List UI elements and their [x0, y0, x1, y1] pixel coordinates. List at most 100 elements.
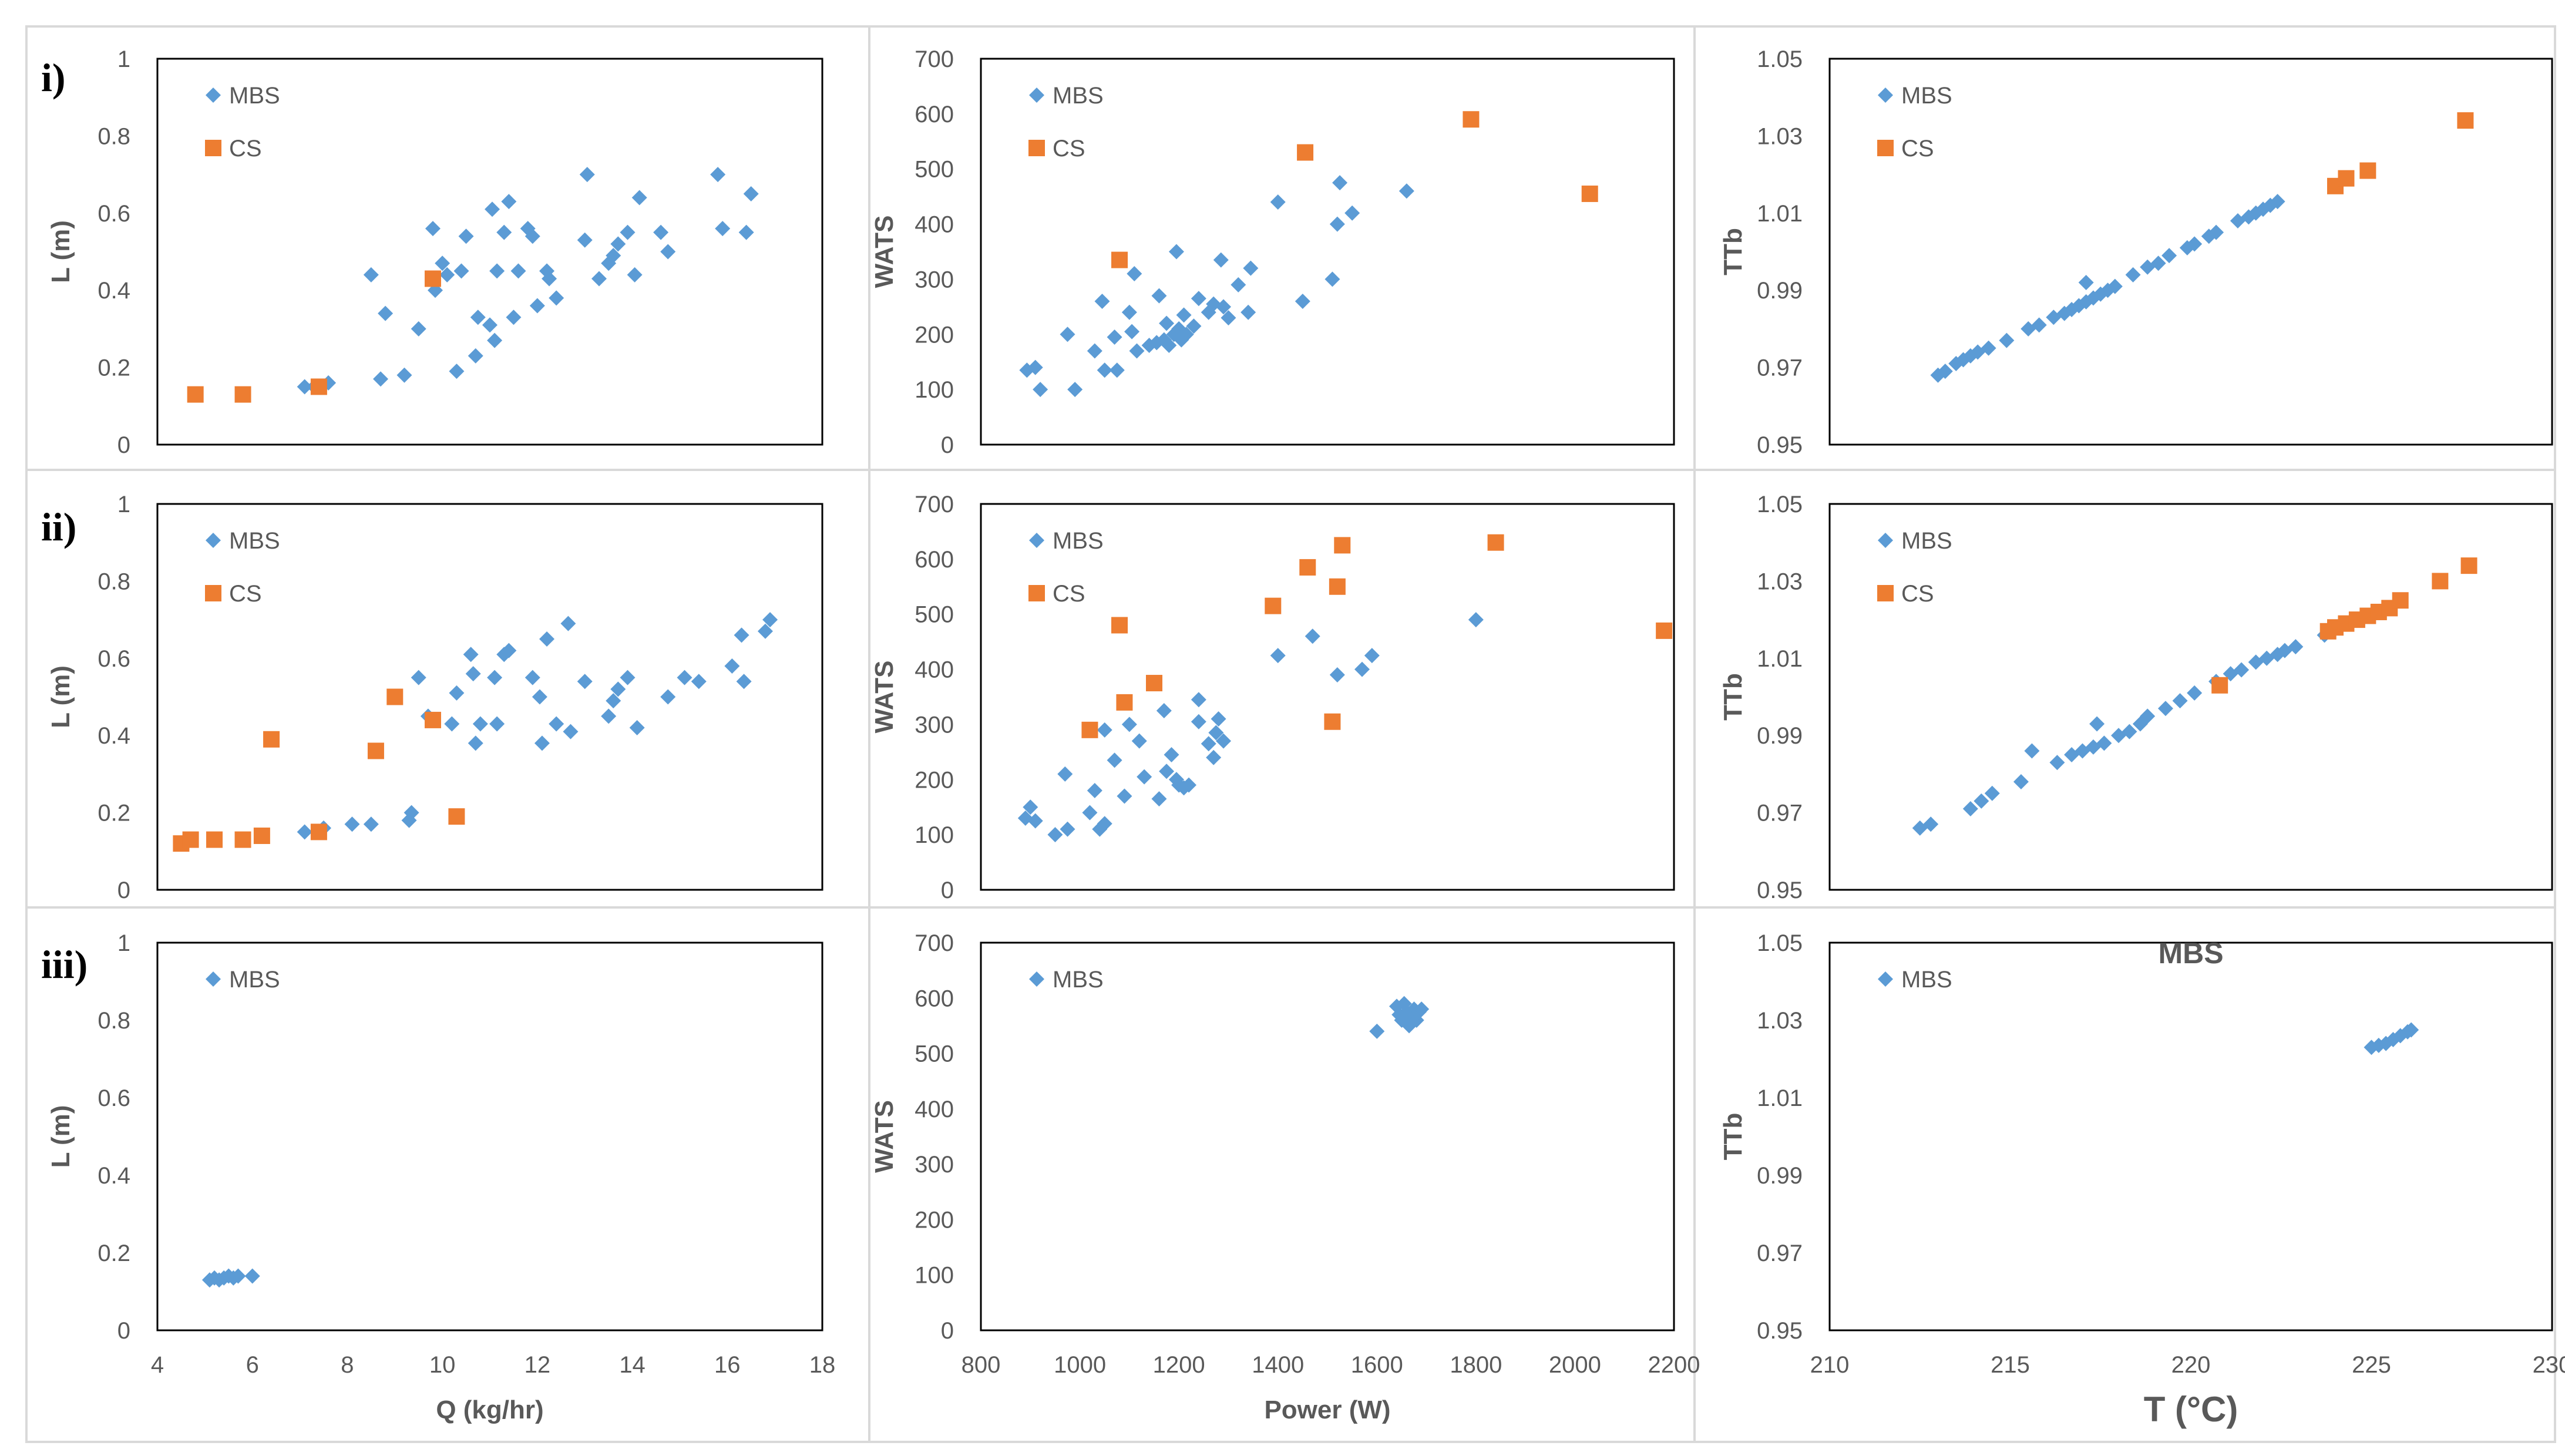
y-tick-label: 500	[915, 1041, 954, 1067]
cs-point	[1334, 537, 1351, 554]
row-label-2: ii)	[41, 505, 76, 549]
mbs-point	[363, 816, 379, 832]
mbs-point	[1137, 769, 1152, 785]
y-tick-label: 100	[915, 1263, 954, 1289]
mbs-point	[691, 674, 707, 690]
mbs-point	[1984, 785, 2000, 801]
chart-4: 0 0.2 0.4 0.6 0.8 1 L (m) MBS CS	[46, 492, 823, 903]
cs-point	[1463, 111, 1480, 128]
mbs-point	[1354, 661, 1370, 677]
mbs-point	[1206, 749, 1222, 765]
cs-point	[1329, 578, 1346, 595]
x-tick-label: 1800	[1450, 1352, 1502, 1378]
y-tick-label: 700	[915, 492, 954, 517]
mbs-point	[1305, 628, 1320, 644]
mbs-point	[1414, 1001, 1430, 1017]
mbs-point	[470, 310, 486, 325]
mbs-point	[230, 1268, 246, 1284]
mbs-point	[724, 658, 740, 674]
mbs-point	[1097, 362, 1112, 378]
mbs-point	[1121, 717, 1137, 732]
legend-label-mbs: MBS	[1901, 83, 1952, 109]
y-tick-label: 0.6	[98, 646, 130, 672]
cs-point	[310, 378, 327, 395]
legend-marker-cs	[1877, 585, 1894, 601]
x-axis-label: Q (kg/hr)	[436, 1396, 543, 1424]
chart-3: 0.95 0.97 0.99 1.01 1.03 1.05 TTb MBS CS	[1719, 46, 2553, 458]
x-tick-label: 1400	[1252, 1352, 1304, 1378]
mbs-point	[1027, 359, 1043, 375]
y-tick-label: 0.4	[98, 723, 130, 749]
mbs-point	[2078, 275, 2094, 291]
mbs-point	[487, 332, 503, 348]
x-axis-label: T (°C)	[2144, 1390, 2238, 1429]
mbs-point	[2096, 735, 2112, 751]
y-tick-label: 0.95	[1757, 432, 1803, 458]
legend-label-cs: CS	[229, 581, 262, 607]
y-tick-label: 1.01	[1757, 646, 1803, 672]
mbs-point	[710, 167, 726, 183]
mbs-point	[1364, 648, 1380, 664]
legend-marker-cs	[1877, 140, 1894, 156]
legend-label-mbs: MBS	[229, 528, 280, 554]
mbs-point	[435, 255, 451, 271]
mbs-point	[1332, 175, 1348, 191]
mbs-point	[489, 263, 505, 279]
legend-marker-mbs	[206, 971, 221, 987]
mbs-point	[1057, 766, 1073, 782]
plot-area	[980, 941, 1675, 1331]
cs-point	[206, 831, 223, 848]
mbs-point	[404, 805, 419, 821]
mbs-point	[1243, 260, 1259, 276]
legend-label-mbs: MBS	[229, 967, 280, 993]
x-tick-label: 215	[1991, 1352, 2030, 1378]
y-tick-label: 0.97	[1757, 1240, 1803, 1266]
y-tick-label: 300	[915, 1152, 954, 1178]
cs-point	[1299, 559, 1316, 576]
legend-label-mbs: MBS	[1901, 528, 1952, 554]
cs-point	[1111, 617, 1128, 634]
mbs-point	[2140, 708, 2156, 724]
x-axis-label: Power (W)	[1264, 1396, 1390, 1424]
y-tick-label: 400	[915, 212, 954, 238]
y-tick-label: 1.03	[1757, 569, 1803, 594]
chart-8: 0 100 200 300 400 500 600 700 800 1000 1200 1400 160…	[870, 930, 1700, 1424]
mbs-point	[472, 716, 488, 732]
y-tick-label: 700	[915, 46, 954, 72]
mbs-point	[1131, 733, 1147, 749]
mbs-point	[1270, 648, 1286, 664]
cs-point	[367, 742, 384, 759]
mbs-point	[1231, 277, 1246, 292]
mbs-point	[606, 693, 621, 709]
mbs-point	[1027, 813, 1043, 829]
y-tick-label: 100	[915, 822, 954, 848]
mbs-point	[1295, 293, 1310, 309]
row-label-1: i)	[41, 55, 66, 100]
x-tick-label: 230	[2533, 1352, 2565, 1378]
mbs-point	[743, 186, 759, 201]
y-tick-label: 0.4	[98, 1163, 130, 1189]
mbs-point	[1047, 827, 1063, 843]
x-tick-label: 18	[809, 1352, 836, 1378]
mbs-point	[577, 232, 593, 248]
legend-marker-mbs	[1029, 533, 1044, 548]
plot-area	[1828, 58, 2553, 446]
panel-border	[868, 469, 1696, 909]
y-tick-label: 1.05	[1757, 492, 1803, 517]
legend-label-mbs: MBS	[1901, 967, 1952, 993]
mbs-point	[2270, 194, 2285, 210]
mbs-point	[2089, 716, 2105, 732]
y-axis-label: WATS	[870, 1100, 899, 1173]
mbs-point	[2150, 255, 2166, 271]
mbs-point	[736, 674, 752, 690]
mbs-point	[1324, 271, 1340, 287]
mbs-point	[1161, 338, 1177, 354]
x-tick-label: 8	[341, 1352, 354, 1378]
mbs-point	[601, 708, 617, 724]
panel-border	[25, 25, 870, 471]
mbs-point	[1176, 307, 1192, 323]
legend-marker-mbs	[206, 88, 221, 103]
y-tick-label: 0.97	[1757, 355, 1803, 381]
x-tick-label: 800	[962, 1352, 1001, 1378]
mbs-point	[2024, 743, 2040, 759]
